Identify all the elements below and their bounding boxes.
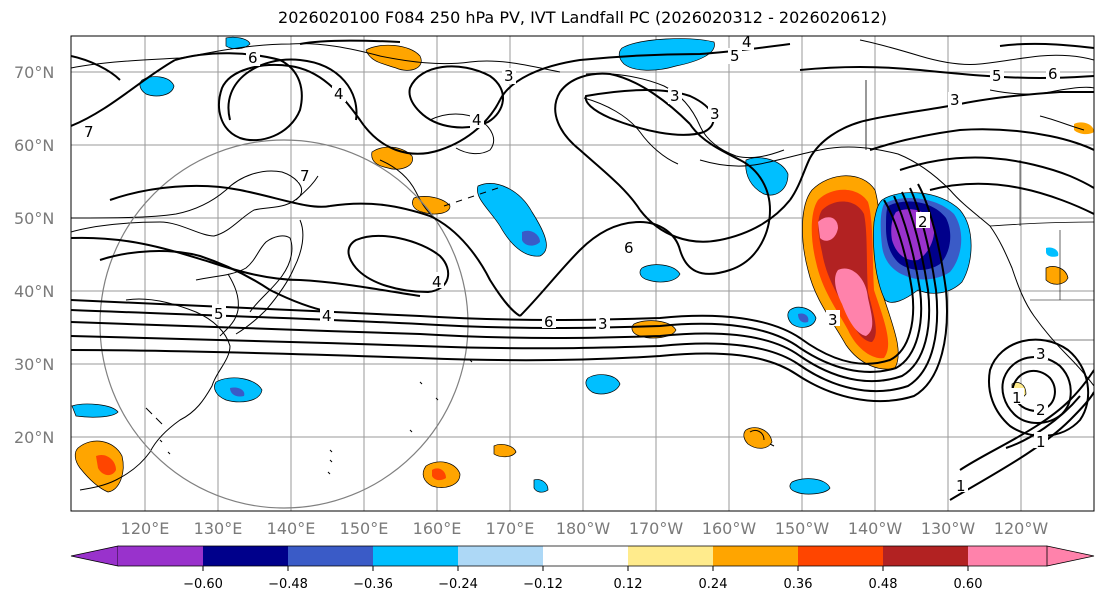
contour-label: 3: [710, 105, 720, 123]
lon-label: 130°W: [921, 519, 976, 538]
colorbar-segment: [798, 546, 883, 566]
positive-patch: [412, 196, 451, 215]
lat-label: 70°N: [14, 63, 54, 82]
lat-label: 30°N: [14, 355, 54, 374]
longitude-labels: 120°E 130°E 140°E 150°E 160°E 170°E 180°…: [121, 519, 1049, 538]
positive-patch: [1045, 266, 1069, 285]
contour-label: 7: [84, 123, 94, 141]
colorbar-tick-label: −0.24: [438, 577, 478, 592]
contour-label: 4: [334, 85, 344, 103]
colorbar-max-extension: [1046, 545, 1095, 567]
positive-patch: [365, 44, 422, 71]
contour-label: 4: [432, 273, 442, 291]
lon-label: 170°W: [629, 519, 684, 538]
lat-label: 20°N: [14, 428, 54, 447]
negative-anomaly-patches: [71, 36, 1059, 495]
lon-label: 170°E: [486, 519, 535, 538]
colorbar-tick-label: −0.48: [268, 577, 308, 592]
contour-label: 3: [504, 67, 514, 85]
contour-label: 4: [322, 307, 332, 325]
contour-label: 6: [544, 313, 554, 331]
lon-label: 150°W: [775, 519, 830, 538]
negative-patch: [533, 479, 549, 493]
contour-label: 3: [598, 315, 608, 333]
gridlines: [71, 36, 1094, 511]
lon-label: 130°E: [194, 519, 243, 538]
lon-label: 140°W: [848, 519, 903, 538]
colorbar: −0.60 −0.48 −0.36 −0.24 −0.12 0.12 0.24 …: [70, 545, 1095, 592]
colorbar-tick-label: 0.24: [699, 577, 728, 592]
colorbar-segment: [458, 546, 543, 566]
lon-label: 120°E: [121, 519, 170, 538]
contour-label: 3: [670, 87, 680, 105]
negative-patch: [71, 403, 119, 418]
positive-patch: [493, 444, 517, 458]
lon-label: 140°E: [267, 519, 316, 538]
colorbar-segment: [713, 546, 798, 566]
colorbar-segment: [373, 546, 458, 566]
contour-label: 2: [1036, 401, 1046, 419]
lat-label: 60°N: [14, 136, 54, 155]
contour-label: 5: [214, 305, 224, 323]
negative-patch: [745, 157, 789, 196]
contour-label: 3: [950, 91, 960, 109]
contour-label: 1: [956, 477, 966, 495]
colorbar-tick-label: 0.60: [954, 577, 983, 592]
lon-label: 160°W: [702, 519, 757, 538]
colorbar-segment: [628, 546, 713, 566]
negative-patch: [225, 36, 251, 50]
negative-patch: [585, 374, 621, 395]
positive-patch: [1074, 122, 1094, 135]
negative-patch: [789, 478, 831, 495]
map-frame: [70, 35, 1095, 512]
contour-label: 5: [730, 47, 740, 65]
contour-label: 5: [992, 67, 1002, 85]
coastlines: [71, 39, 1094, 491]
colorbar-segment: [288, 546, 373, 566]
colorbar-tick-label: 0.48: [869, 577, 898, 592]
lat-label: 50°N: [14, 209, 54, 228]
contour-label: 6: [248, 49, 258, 67]
colorbar-tick-label: −0.36: [353, 577, 393, 592]
positive-patch: [743, 427, 773, 449]
colorbar-segment: [203, 546, 288, 566]
lon-label: 120°W: [994, 519, 1049, 538]
contour-label: 6: [1048, 65, 1058, 83]
lon-label: 160°E: [413, 519, 462, 538]
colorbar-tick-label: −0.12: [523, 577, 563, 592]
latitude-labels: 70°N 60°N 50°N 40°N 30°N 20°N: [14, 63, 54, 447]
lat-label: 40°N: [14, 282, 54, 301]
contour-label: 4: [472, 111, 482, 129]
negative-patch: [139, 76, 175, 97]
colorbar-tick-label: 0.12: [614, 577, 643, 592]
contour-label: 4: [742, 33, 752, 51]
contour-label: 1: [1012, 389, 1022, 407]
colorbar-segment: [118, 546, 203, 566]
colorbar-tick-label: 0.36: [784, 577, 813, 592]
contour-label-group: 4 5 3 5 6 3 6 4 3 4 7 6 3 7: [82, 33, 1060, 495]
colorbar-min-extension: [70, 545, 119, 567]
map-title: 2026020100 F084 250 hPa PV, IVT Landfall…: [278, 8, 887, 27]
contour-label: 1: [1036, 433, 1046, 451]
negative-patch: [1046, 247, 1059, 257]
lon-label: 180°W: [556, 519, 611, 538]
colorbar-segment: [543, 546, 628, 566]
contour-label: 6: [624, 239, 634, 257]
contour-label: 7: [300, 167, 310, 185]
contour-label: 3: [828, 311, 838, 329]
colorbar-segment: [968, 546, 1047, 566]
lon-label: 150°E: [340, 519, 389, 538]
contour-label: 2: [918, 213, 928, 231]
negative-patch: [639, 264, 681, 283]
colorbar-tick-label: −0.60: [183, 577, 223, 592]
colorbar-segment: [883, 546, 968, 566]
contour-label: 3: [1036, 345, 1046, 363]
